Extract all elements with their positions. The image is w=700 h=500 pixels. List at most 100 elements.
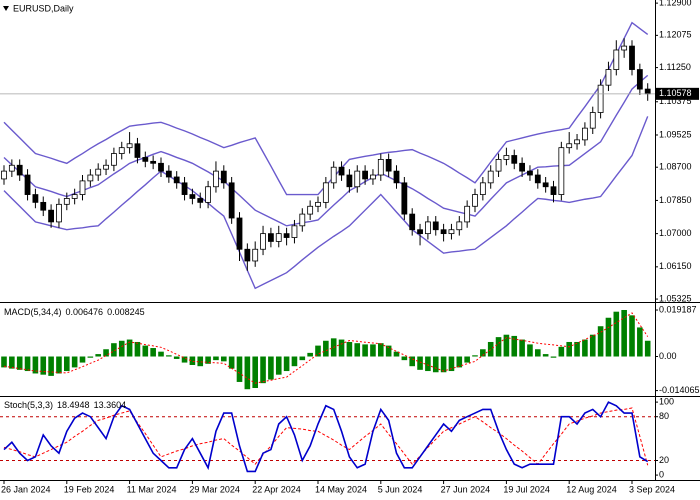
macd-bar bbox=[71, 356, 78, 368]
candle-body bbox=[338, 166, 345, 176]
candle-body bbox=[409, 213, 416, 231]
candle-body bbox=[424, 221, 431, 235]
macd-bar bbox=[56, 356, 62, 374]
candle-body bbox=[582, 127, 588, 141]
candle-body bbox=[87, 174, 94, 182]
macd-bar bbox=[425, 356, 431, 372]
macd-bar bbox=[95, 354, 101, 357]
macd-bar bbox=[566, 341, 572, 357]
macd-bar bbox=[535, 349, 541, 357]
y-tick-label: 1.12900 bbox=[659, 0, 692, 8]
indicator-label: MACD(5,34,4) 0.006476 0.008245 bbox=[4, 307, 145, 317]
candle-body bbox=[519, 162, 525, 172]
bollinger-middle bbox=[3, 74, 649, 227]
macd-bar bbox=[432, 356, 439, 373]
bollinger-lower bbox=[3, 116, 649, 290]
candle-body bbox=[142, 157, 149, 162]
candle-body bbox=[228, 182, 235, 219]
y-tick-label: 20 bbox=[659, 455, 669, 465]
macd-bar bbox=[527, 344, 533, 357]
macd-bar bbox=[275, 356, 282, 375]
macd-bar bbox=[197, 356, 204, 367]
macd-bar bbox=[385, 345, 392, 357]
macd-bar bbox=[118, 340, 125, 357]
candle-body bbox=[95, 168, 102, 176]
macd-bar bbox=[456, 356, 463, 368]
macd-bar bbox=[205, 356, 211, 364]
macd-bar bbox=[181, 356, 188, 363]
candle-body bbox=[322, 182, 329, 203]
candle-body bbox=[534, 174, 541, 184]
macd-bar bbox=[542, 354, 549, 357]
stoch-signal-line bbox=[3, 407, 649, 466]
candle-body bbox=[134, 143, 141, 158]
candle-body bbox=[377, 158, 384, 176]
macd-bar bbox=[134, 341, 141, 357]
indicator-label-part: 0.006476 bbox=[66, 307, 104, 317]
candle-body bbox=[527, 170, 533, 176]
indicator-label-part: 13.3604 bbox=[94, 400, 127, 410]
macd-bar bbox=[315, 345, 321, 357]
macd-signal-line bbox=[3, 312, 649, 384]
x-tick-label: 11 Mar 2024 bbox=[127, 484, 177, 494]
candle-body bbox=[103, 164, 109, 170]
candle-body bbox=[589, 112, 596, 129]
y-tick-label: 1.07850 bbox=[659, 195, 692, 205]
macd-bar bbox=[236, 356, 243, 382]
macd-bar bbox=[362, 344, 368, 357]
candle-body bbox=[511, 155, 518, 164]
y-tick-label: 1.10375 bbox=[659, 96, 692, 106]
macd-bar bbox=[338, 339, 345, 357]
candle-body bbox=[487, 170, 494, 184]
x-tick-label: 12 Aug 2024 bbox=[566, 484, 617, 494]
y-tick-label: 100 bbox=[659, 396, 674, 406]
macd-bar bbox=[48, 356, 54, 376]
candle-body bbox=[24, 174, 31, 195]
candle-body bbox=[56, 203, 62, 223]
y-tick-label: -0.014065 bbox=[659, 385, 700, 395]
x-tick-label: 29 Mar 2024 bbox=[189, 484, 240, 494]
candle-body bbox=[260, 233, 266, 250]
macd-bar bbox=[103, 349, 109, 357]
macd-bar bbox=[519, 339, 525, 357]
candle-body bbox=[63, 198, 70, 205]
candle-body bbox=[8, 164, 15, 172]
candle-body bbox=[644, 88, 651, 95]
indicator-label-part: 0.008245 bbox=[107, 307, 145, 317]
macd-bar bbox=[370, 344, 376, 357]
candle-body bbox=[158, 162, 164, 172]
macd-bar bbox=[111, 343, 117, 357]
macd-bar bbox=[24, 356, 31, 372]
candle-body bbox=[165, 170, 172, 178]
candle-body bbox=[205, 186, 212, 203]
macd-bar bbox=[213, 356, 219, 361]
candle-body bbox=[48, 209, 54, 223]
macd-bar bbox=[354, 343, 361, 357]
candle-body bbox=[472, 194, 478, 207]
candle-body bbox=[362, 170, 369, 180]
candle-body bbox=[495, 158, 502, 172]
y-tick-label: 1.06150 bbox=[659, 261, 692, 271]
candle-body bbox=[181, 182, 188, 195]
candle-body bbox=[236, 217, 243, 250]
macd-bar bbox=[589, 334, 596, 357]
candle-body bbox=[189, 194, 196, 199]
y-tick-label: 0 bbox=[659, 469, 664, 479]
y-tick-label: 1.08700 bbox=[659, 162, 692, 172]
candle-body bbox=[385, 158, 392, 172]
candle-body bbox=[16, 164, 23, 176]
macd-bar bbox=[1, 356, 7, 368]
macd-bar bbox=[448, 356, 455, 372]
macd-bar bbox=[307, 352, 313, 357]
candle-body bbox=[213, 170, 219, 188]
candle-body bbox=[613, 49, 620, 70]
x-tick-label: 27 Jun 2024 bbox=[441, 484, 491, 494]
chart-title: EURUSD,Daily bbox=[13, 3, 74, 13]
candle-body bbox=[636, 69, 643, 90]
macd-bar bbox=[283, 356, 290, 372]
macd-bar bbox=[480, 349, 486, 357]
macd-bar bbox=[150, 348, 156, 357]
macd-bar bbox=[644, 340, 651, 357]
macd-bar bbox=[291, 356, 298, 367]
